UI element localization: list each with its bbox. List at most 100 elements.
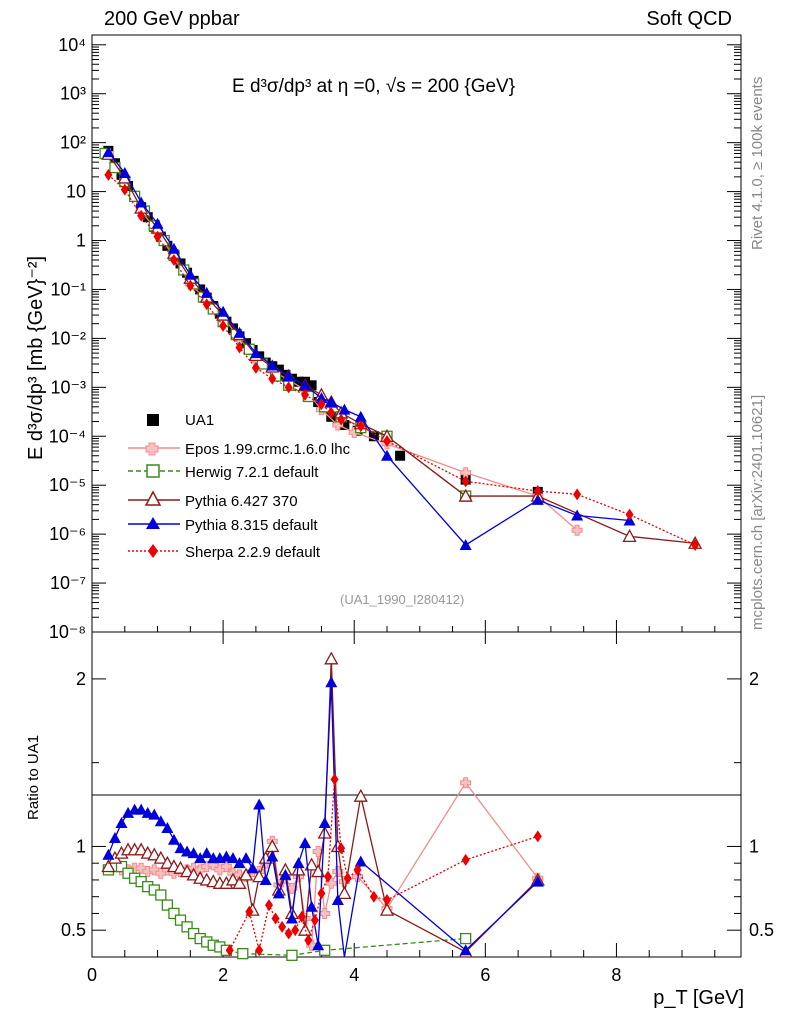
ratio-point — [271, 912, 280, 925]
x-tick-label: 8 — [611, 965, 621, 985]
axis-ticks: 0 2 4 6 810⁻⁸10⁻⁷10⁻⁶10⁻⁵10⁻⁴10⁻³10⁻²10⁻¹110… — [49, 35, 774, 985]
ratio-point — [238, 867, 254, 881]
ratio-point — [533, 830, 542, 843]
y-axis-label-main: E d³σ/dp³ [mb {GeV}⁻²] — [25, 256, 47, 460]
y-main-tick-label: 10⁻¹ — [50, 279, 86, 299]
analysis-reference: (UA1_1990_I280412) — [340, 592, 464, 607]
ratio-point — [147, 847, 162, 861]
ratio-point — [354, 855, 367, 867]
ratio-point — [102, 848, 115, 860]
data-point — [233, 326, 246, 338]
series-pythia — [101, 146, 703, 549]
ratio-point — [460, 932, 472, 945]
data-point — [531, 493, 544, 505]
y-main-tick-label: 1 — [76, 231, 86, 251]
ratio-point — [331, 894, 344, 906]
ratio-point — [272, 887, 285, 899]
y-main-tick-label: 10⁻⁸ — [49, 622, 86, 642]
ratio-point — [461, 853, 470, 866]
ratio-point — [297, 910, 306, 923]
series-line — [107, 153, 578, 531]
ratio-point — [319, 907, 331, 919]
data-point — [135, 196, 148, 208]
ratio-point — [161, 899, 174, 911]
ratio-series-sherpa — [225, 773, 542, 957]
y-axis-label-ratio: Ratio to UA1 — [25, 735, 42, 820]
data-point — [383, 435, 391, 448]
data-point — [169, 253, 178, 266]
ratio-point — [186, 867, 201, 881]
data-point — [217, 305, 230, 317]
svg-text:Pythia 8.315 default: Pythia 8.315 default — [185, 517, 318, 534]
ratio-point — [246, 862, 259, 874]
ratio-tick-label: 2 — [76, 669, 86, 689]
data-point — [691, 538, 700, 551]
svg-text:UA1: UA1 — [185, 412, 214, 429]
data-point — [282, 370, 295, 382]
y-main-tick-label: 10⁻⁶ — [49, 524, 86, 544]
data-point — [460, 467, 472, 479]
ratio-point — [200, 847, 213, 859]
ratio-point — [253, 798, 266, 810]
ratio-point — [135, 803, 148, 815]
series-epos — [102, 148, 583, 536]
ratio-point — [187, 847, 200, 859]
y-main-tick-label: 10² — [60, 133, 86, 153]
y-main-tick-label: 10⁻⁵ — [49, 475, 86, 495]
ratio-point — [299, 837, 312, 849]
ratio-series-layer — [101, 651, 545, 961]
ratio-point — [160, 855, 175, 869]
legend: UA1 Epos 1.99.crmc.1.6.0 lhc Herwig 7.2.… — [128, 412, 351, 561]
ratio-point — [148, 808, 161, 820]
ratio-tick-label: 0.5 — [61, 920, 86, 940]
rivet-label: Rivet 4.1.0, ≥ 100k events — [749, 77, 766, 250]
ratio-point — [460, 777, 472, 789]
ratio-point — [225, 944, 234, 957]
ratio-point — [167, 833, 180, 845]
ratio-point — [134, 842, 149, 856]
data-point — [325, 396, 338, 408]
data-point — [102, 146, 115, 158]
data-point — [268, 372, 277, 385]
data-point — [266, 359, 279, 371]
data-point — [235, 341, 244, 354]
ratio-point — [531, 875, 544, 887]
ratio-point — [317, 887, 326, 900]
ratio-point — [161, 822, 174, 834]
series-pythia — [102, 146, 636, 550]
x-tick-label: 2 — [218, 965, 228, 985]
data-point — [202, 298, 211, 311]
svg-text:Pythia 6.427 370: Pythia 6.427 370 — [185, 493, 298, 510]
data-point — [317, 398, 326, 411]
legend-entry-ua1: UA1 — [147, 412, 214, 429]
legend-entry-herwig: Herwig 7.2.1 default — [128, 464, 319, 481]
ratio-point — [324, 870, 332, 883]
y-main-tick-label: 10⁻⁴ — [49, 426, 86, 446]
ratio-point — [101, 859, 116, 873]
header-right: Soft QCD — [646, 8, 732, 30]
ratio-point — [284, 927, 293, 940]
svg-text:Herwig 7.2.1 default: Herwig 7.2.1 default — [185, 464, 319, 481]
data-point — [153, 230, 162, 243]
ratio-point — [325, 676, 338, 688]
ratio-point — [383, 894, 391, 907]
legend-entry-epos: Epos 1.99.crmc.1.6.0 lhc — [128, 441, 351, 458]
ratio-tick-label-right: 0.5 — [749, 920, 774, 940]
data-point — [339, 419, 350, 430]
ratio-point — [174, 914, 187, 926]
mcplots-label: mcplots.cern.ch [arXiv:2401.10621] — [749, 395, 766, 630]
header-left: 200 GeV ppbar — [104, 8, 240, 30]
ratio-point — [324, 651, 339, 665]
ratio-point — [115, 816, 128, 828]
data-point — [381, 449, 393, 461]
ratio-point — [291, 862, 306, 876]
y-main-tick-label: 10⁻⁷ — [50, 573, 86, 593]
y-main-tick-label: 10⁻² — [50, 328, 86, 348]
ratio-point — [265, 899, 273, 912]
series-line — [107, 153, 696, 544]
y-main-tick-label: 10⁻³ — [50, 377, 86, 397]
x-axis-label: p_T [GeV] — [653, 987, 744, 1009]
y-main-tick-label: 10 — [66, 182, 86, 202]
ratio-point — [122, 806, 135, 818]
y-main-tick-label: 10³ — [60, 84, 86, 104]
